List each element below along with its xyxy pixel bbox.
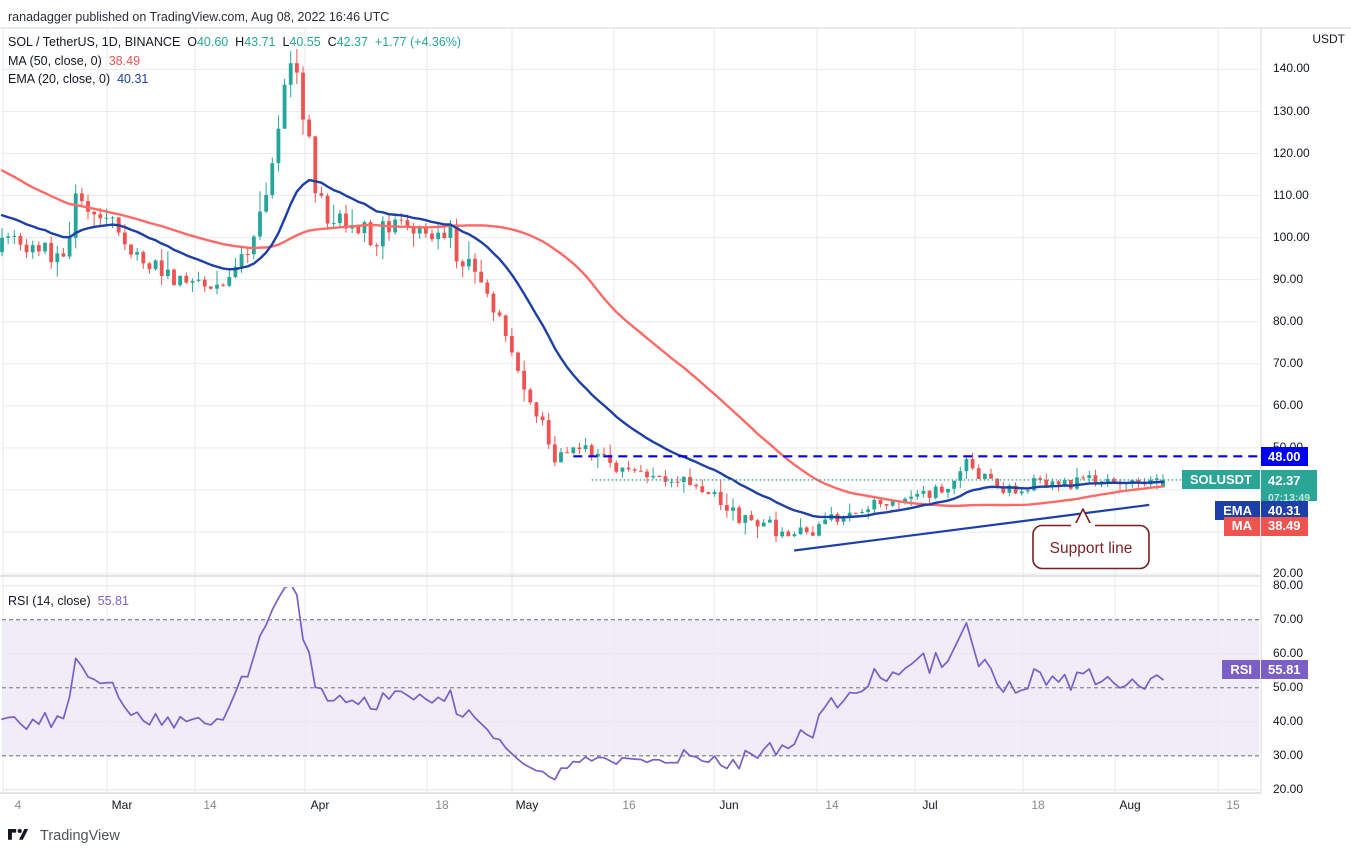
svg-text:Support line: Support line [1050, 540, 1133, 557]
